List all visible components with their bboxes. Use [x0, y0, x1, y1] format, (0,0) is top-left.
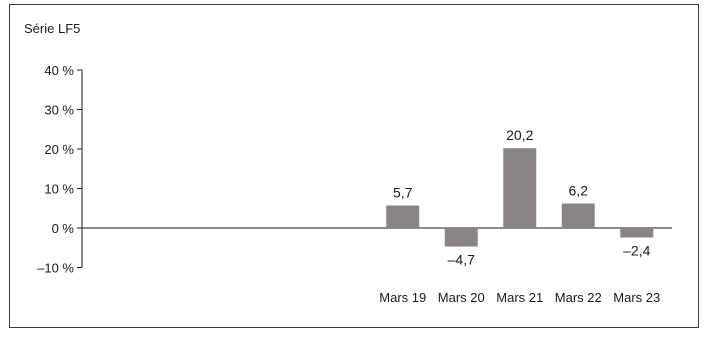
data-label: 20,2	[506, 127, 533, 143]
y-tick-label: 20 %	[44, 142, 74, 157]
axes	[81, 70, 672, 268]
x-tick-label: Mars 22	[555, 290, 602, 305]
chart-frame	[9, 4, 699, 328]
y-tick-label: 30 %	[44, 103, 74, 118]
y-tick-label: 10 %	[44, 182, 74, 197]
x-axis-ticks: Mars 19 Mars 20 Mars 21 Mars 22 Mars 23	[379, 290, 660, 305]
chart-title: Série LF5	[24, 21, 80, 36]
bar	[620, 228, 654, 238]
bar	[444, 228, 478, 247]
data-label: 5,7	[393, 184, 413, 200]
x-tick-label: Mars 20	[438, 290, 485, 305]
x-tick-label: Mars 19	[379, 290, 426, 305]
y-tick-label: 40 %	[44, 63, 74, 78]
y-axis-ticks: 40 % 30 % 20 % 10 % 0 % –10 %	[37, 63, 82, 276]
bar	[386, 205, 420, 228]
bars	[386, 148, 654, 247]
y-tick-label: –10 %	[37, 261, 74, 276]
data-label: –4,7	[448, 252, 475, 268]
data-label: 6,2	[569, 183, 589, 199]
data-label: –2,4	[623, 242, 650, 258]
y-tick-label: 0 %	[52, 221, 75, 236]
bar	[561, 203, 595, 228]
x-tick-label: Mars 21	[496, 290, 543, 305]
data-labels: 5,7 –4,7 20,2 6,2 –2,4	[393, 127, 651, 267]
bar	[503, 148, 537, 228]
x-tick-label: Mars 23	[613, 290, 660, 305]
